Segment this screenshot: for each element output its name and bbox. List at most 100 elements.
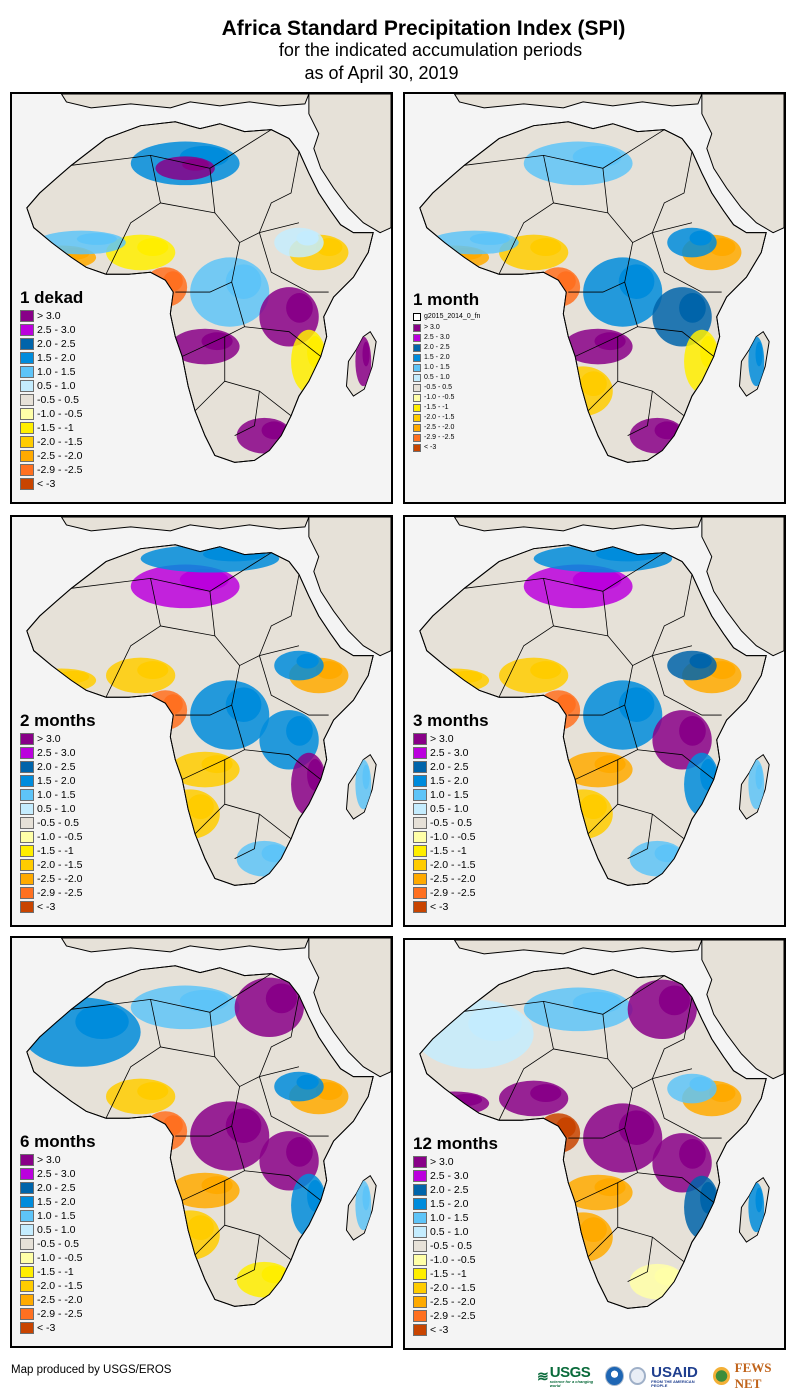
- legend-label: 1.5 - 2.0: [37, 352, 76, 364]
- legend-label: 2.5 - 3.0: [430, 1170, 469, 1182]
- legend-label: -1.5 - -1: [37, 422, 74, 434]
- map-panel-12-months: 12 months > 3.0 2.5 - 3.0 2.0 - 2.5 1.5 - 2.…: [403, 938, 786, 1350]
- legend-item: < -3: [20, 900, 96, 914]
- legend-swatch: [413, 873, 427, 885]
- country-border: [259, 995, 300, 1077]
- legend-swatch: [20, 366, 34, 378]
- legend-label: -1.0 - -0.5: [430, 1254, 476, 1266]
- spi-region-core-tanzania: [286, 716, 313, 746]
- legend-label: -1.5 - -1: [424, 404, 449, 411]
- legend-item: 2.5 - 3.0: [20, 1167, 96, 1181]
- legend-item: < -3: [20, 1321, 96, 1335]
- legend-label: 0.5 - 1.0: [430, 1226, 469, 1238]
- coastline: [26, 965, 374, 1307]
- legend-item: -2.5 - -2.0: [413, 1295, 498, 1309]
- legend-swatch: [413, 887, 427, 899]
- legend-item: 1.0 - 1.5: [20, 788, 96, 802]
- legend-swatch: [20, 394, 34, 406]
- legend-swatch: [20, 422, 34, 434]
- legend-item: 1.5 - 2.0: [20, 774, 96, 788]
- legend-label: -1.5 - -1: [37, 1266, 74, 1278]
- legend: 1 dekad > 3.0 2.5 - 3.0 2.0 - 2.5 1.5 - 2.0 1…: [20, 288, 83, 491]
- legend-item: -2.0 - -1.5: [20, 858, 96, 872]
- map-panel-1-dekad: 1 dekad > 3.0 2.5 - 3.0 2.0 - 2.5 1.5 - 2.0 1…: [10, 92, 393, 504]
- legend-swatch: [20, 789, 34, 801]
- country-border: [182, 282, 246, 357]
- legend-swatch: [413, 1282, 427, 1294]
- spi-region-core-congo-basin: [225, 687, 262, 722]
- legend-label: < -3: [37, 901, 56, 913]
- legend-item: 2.5 - 3.0: [413, 1169, 498, 1183]
- spi-region-core-west-sahara: [75, 1004, 129, 1040]
- usaid-wordmark: USAID: [651, 1363, 698, 1381]
- usgs-logo: ≋ USGS science for a changing world: [537, 1365, 600, 1388]
- spi-region-core-tanzania: [679, 716, 706, 746]
- legend-item: -0.5 - 0.5: [20, 1237, 96, 1251]
- legend-item: 2.0 - 2.5: [413, 343, 480, 353]
- spi-region-core-congo-basin: [618, 264, 655, 299]
- europe-landmass: [60, 938, 310, 953]
- spi-region-core-central-sahara: [572, 568, 622, 591]
- spi-region-core-west-africa-sahel: [76, 233, 117, 245]
- spi-region-core-congo-basin: [618, 687, 655, 722]
- spi-region-core-nigeria: [530, 238, 562, 257]
- legend-boundary-layer: g2015_2014_0_fn: [413, 311, 480, 323]
- legend: 6 months > 3.0 2.5 - 3.0 2.0 - 2.5 1.5 - 2.0…: [20, 1132, 96, 1335]
- legend-item: -2.5 - -2.0: [413, 423, 480, 433]
- fews-globe-icon: [712, 1367, 730, 1385]
- legend-label: 0.5 - 1.0: [424, 374, 450, 381]
- spi-region-core-egypt: [658, 985, 690, 1016]
- spi-region-core-west-africa-sahel: [469, 233, 510, 245]
- legend-swatch: [20, 464, 34, 476]
- legend-swatch: [20, 478, 34, 490]
- country-border: [652, 655, 722, 716]
- legend-swatch: [413, 424, 421, 432]
- legend-swatch: [413, 444, 421, 452]
- legend-swatch: [413, 1212, 427, 1224]
- legend-swatch: [20, 310, 34, 322]
- legend-swatch: [20, 338, 34, 350]
- legend-label: 0.5 - 1.0: [37, 803, 76, 815]
- legend-item: > 3.0: [413, 732, 489, 746]
- spi-anomaly-layer: [419, 141, 765, 454]
- legend-item: 0.5 - 1.0: [20, 1223, 96, 1237]
- country-border: [194, 759, 226, 835]
- legend-swatch: [413, 1170, 427, 1182]
- spi-region-core-madagascar-east: [362, 1185, 370, 1211]
- legend-label: -1.0 - -0.5: [430, 831, 476, 843]
- legend-swatch: [20, 1182, 34, 1194]
- legend-item: 2.0 - 2.5: [20, 760, 96, 774]
- spi-region-core-ethiopia: [689, 1076, 712, 1092]
- europe-landmass: [453, 517, 703, 532]
- country-border: [182, 705, 246, 780]
- legend-item: -1.5 - -1: [413, 1267, 498, 1281]
- legend-swatch: [20, 380, 34, 392]
- legend-item: 0.5 - 1.0: [413, 373, 480, 383]
- legend-item: 1.0 - 1.5: [413, 363, 480, 373]
- country-border: [105, 999, 161, 1119]
- legend: 12 months > 3.0 2.5 - 3.0 2.0 - 2.5 1.5 - 2.…: [413, 1134, 498, 1337]
- legend-swatch: [413, 1268, 427, 1280]
- legend-swatch: [413, 404, 421, 412]
- country-border: [575, 705, 639, 780]
- legend-swatch: [20, 408, 34, 420]
- map-panel-1-month: 1 month g2015_2014_0_fn > 3.0 2.5 - 3.0 2.0 …: [403, 92, 786, 504]
- legend-label: -1.0 - -0.5: [37, 1252, 83, 1264]
- legend-item: < -3: [20, 477, 83, 491]
- legend-item: -1.0 - -0.5: [20, 1251, 96, 1265]
- legend-swatch: [413, 1184, 427, 1196]
- legend-swatch: [413, 1324, 427, 1336]
- legend-swatch: [20, 817, 34, 829]
- legend-label: 2.5 - 3.0: [37, 1168, 76, 1180]
- legend-swatch: [20, 324, 34, 336]
- country-border: [652, 574, 693, 656]
- spi-map: [26, 517, 391, 886]
- legend-swatch: [20, 1294, 34, 1306]
- legend-item: -1.5 - -1: [20, 844, 96, 858]
- legend-label: < -3: [424, 444, 437, 451]
- spi-region-core-north-coast: [202, 547, 266, 562]
- legend-swatch: [413, 901, 427, 913]
- spi-region-core-south-africa-east: [654, 1267, 680, 1286]
- legend-item: 2.5 - 3.0: [20, 746, 96, 760]
- legend-swatch: [413, 859, 427, 871]
